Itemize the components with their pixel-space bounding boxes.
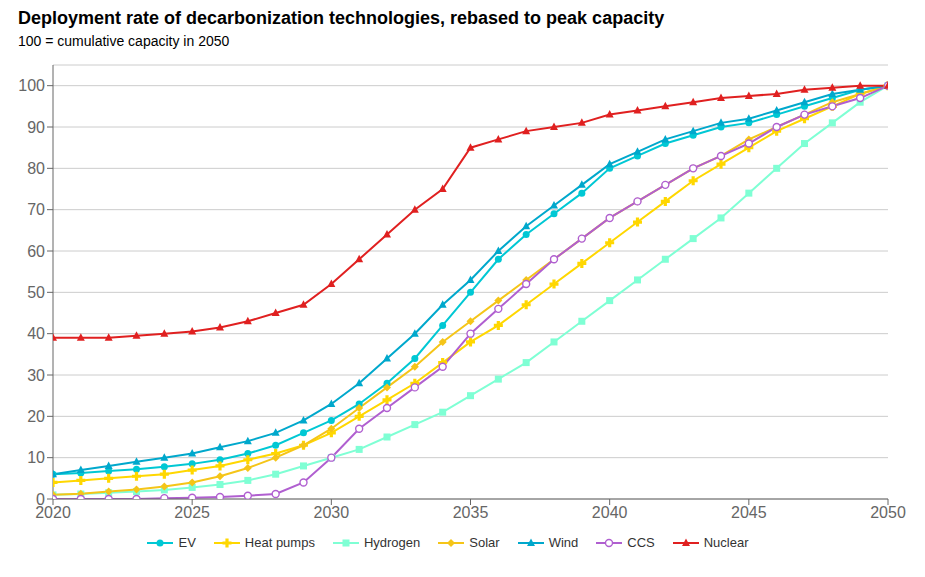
- html-text:EV: EV: [178, 535, 196, 550]
- svg-text:2025: 2025: [174, 504, 210, 521]
- html-text:Heat pumps: Heat pumps: [244, 535, 315, 550]
- svg-text:2020: 2020: [35, 504, 71, 522]
- html-text:Wind: Wind: [548, 535, 579, 550]
- svg-text:90: 90: [27, 119, 45, 136]
- html-text:CCS: CCS: [627, 535, 655, 550]
- svg-text:100: 100: [18, 77, 45, 94]
- html-text:Solar: Solar: [469, 535, 500, 550]
- svg-text:40: 40: [27, 325, 45, 342]
- html-text:100 = cumulative capacity in 2: 100 = cumulative capacity in 2050: [18, 33, 230, 49]
- svg-text:20: 20: [27, 408, 45, 425]
- svg-text:50: 50: [27, 284, 45, 301]
- svg-text:70: 70: [27, 201, 45, 218]
- html-text:Nuclear: Nuclear: [703, 535, 749, 550]
- svg-text:30: 30: [27, 367, 45, 384]
- svg-text:2050: 2050: [870, 504, 906, 521]
- svg-text:80: 80: [27, 160, 45, 177]
- html-text:Hydrogen: Hydrogen: [363, 535, 421, 550]
- svg-text:2035: 2035: [453, 504, 489, 521]
- svg-text:10: 10: [27, 449, 45, 466]
- svg-text:2045: 2045: [731, 504, 767, 521]
- svg-text:60: 60: [27, 243, 45, 260]
- svg-text:0: 0: [36, 491, 45, 508]
- svg-text:2030: 2030: [314, 504, 350, 521]
- svg-text:2040: 2040: [592, 504, 628, 521]
- html-text:Deployment rate of decarboniza: Deployment rate of decarbonization techn…: [18, 8, 665, 28]
